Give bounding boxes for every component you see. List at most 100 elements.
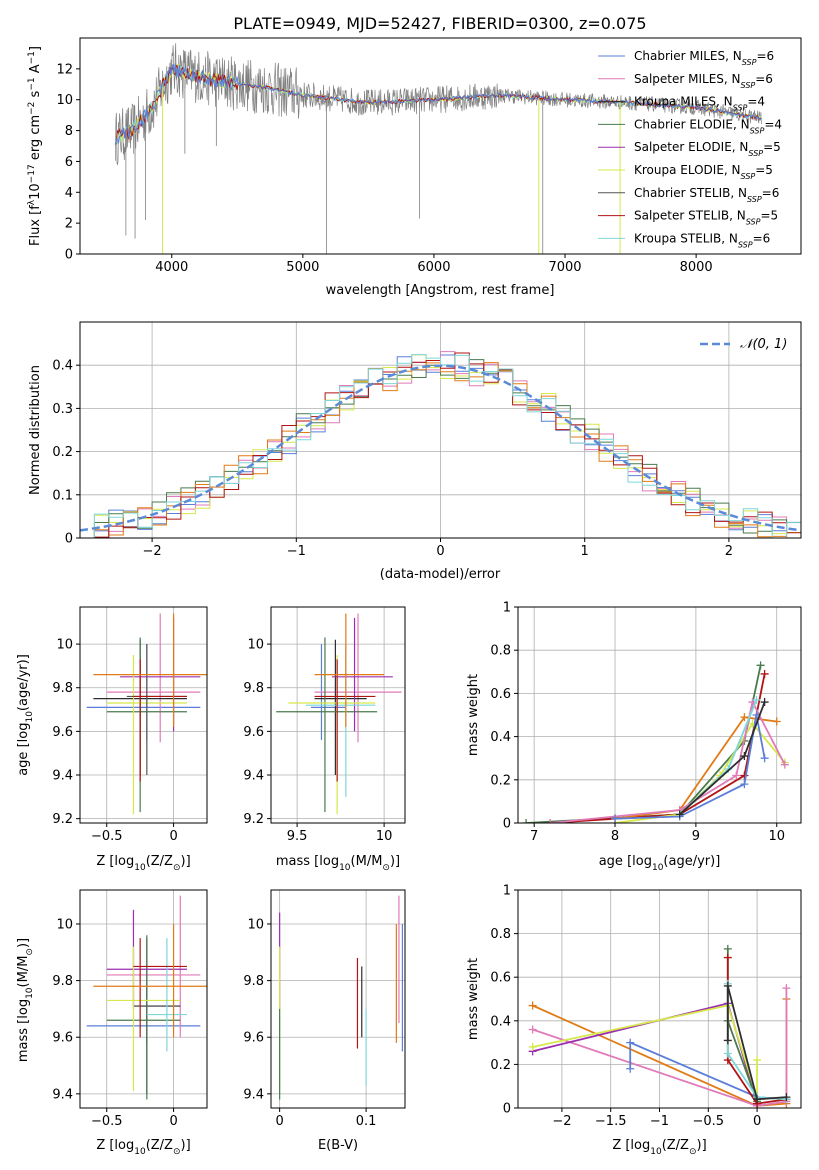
label-part: (M/M	[16, 956, 31, 988]
weight-marker	[626, 1038, 635, 1047]
label-part: Z [log	[96, 1138, 134, 1153]
weight-marker	[740, 771, 749, 780]
y-axis-label: Flux [fλ10−17 erg cm−2 s−1 A−1]	[27, 46, 43, 246]
label-part: s	[28, 90, 43, 101]
y-tick-label: 0	[65, 248, 73, 263]
x-tick-label: −0.5	[91, 1114, 123, 1129]
weight-line	[726, 985, 787, 1101]
label-part: 10	[652, 863, 664, 873]
weight-marker	[675, 810, 684, 819]
x-tick-label: 7	[530, 829, 538, 844]
label-part: erg cm	[28, 115, 43, 164]
y-axis-label: mass [log10(M/M⊙)]	[16, 938, 35, 1062]
y-tick-label: 0.4	[490, 1014, 511, 1029]
y-tick-label: 9.4	[243, 769, 264, 784]
weight-line	[532, 988, 788, 1107]
weight-marker	[723, 944, 732, 953]
y-axis-label: Normed distribution	[28, 365, 43, 495]
legend-sub: SSP	[746, 217, 761, 226]
legend-entry: Chabrier MILES, NSSP=6	[634, 49, 774, 67]
axes-frame	[79, 606, 208, 824]
y-axis-label: age [log10(age/yr)]	[16, 654, 35, 776]
label-part: Z [log	[96, 854, 134, 869]
x-tick-label: 8	[611, 829, 619, 844]
weight-marker	[732, 771, 741, 780]
weight-vs-metallicity-panel: −2 −1.5 −1 −0.5 0 0 0.2 0.4 0.6 0.8 1 Z [log10(Z/Z⊙…	[466, 884, 802, 1157]
x-tick-label: 6000	[417, 260, 450, 275]
label-part: 10	[339, 863, 351, 873]
legend-text: =5	[763, 140, 781, 154]
weight-line	[550, 673, 766, 823]
x-tick-label: 2	[725, 544, 733, 559]
label-part: Z [log	[612, 1138, 650, 1153]
x-tick-label: −1.5	[595, 1114, 627, 1129]
weight-marker	[782, 1093, 791, 1102]
x-tick-label: 10	[376, 829, 393, 844]
legend-entry: Chabrier ELODIE, NSSP=4	[634, 117, 782, 135]
label-part: )]	[390, 854, 400, 869]
x-tick-label: 0.1	[356, 1114, 377, 1129]
x-axis-label: age [log10(age/yr)]	[599, 854, 721, 873]
legend-entry: Kroupa STELIB, NSSP=6	[634, 231, 770, 249]
legend-text: Chabrier ELODIE, N	[634, 117, 750, 131]
y-tick-label: 0	[503, 1102, 511, 1117]
x-tick-label: 7000	[548, 260, 581, 275]
y-tick-label: 0.8	[490, 927, 511, 942]
legend-entry: Kroupa MILES, NSSP=4	[634, 95, 765, 113]
axes-frame	[270, 889, 406, 1109]
y-axis-label: mass weight	[466, 958, 481, 1040]
axes-frame	[517, 606, 802, 824]
weight-marker	[760, 698, 769, 707]
axes-frame	[79, 321, 802, 539]
weight-marker	[522, 819, 531, 823]
plot-area	[114, 43, 762, 254]
x-tick-label: 0	[169, 1114, 177, 1129]
legend-entry: Salpeter ELODIE, NSSP=5	[634, 140, 781, 158]
legend-text: =5	[755, 163, 773, 177]
x-axis-label: wavelength [Angstrom, rest frame]	[326, 283, 555, 298]
legend-entry: Salpeter STELIB, NSSP=5	[634, 209, 778, 227]
weight-marker	[772, 717, 781, 726]
y-tick-label: 9.8	[52, 974, 73, 989]
legend-text: Salpeter MILES, N	[634, 72, 741, 86]
x-axis-label: Z [log10(Z/Z⊙)]	[96, 854, 190, 873]
y-tick-label: 9.8	[52, 681, 73, 696]
weight-marker	[723, 1049, 732, 1058]
plot-area	[522, 661, 789, 823]
x-tick-label: −2	[143, 544, 162, 559]
legend-text: =5	[760, 209, 778, 223]
label-part: ⊙	[382, 863, 390, 873]
label-part: )]	[181, 854, 191, 869]
axes-frame	[270, 606, 406, 824]
legend-entry: Salpeter MILES, NSSP=6	[634, 72, 773, 90]
y-tick-label: 0.2	[490, 1058, 511, 1073]
y-tick-label: 9.4	[52, 1087, 73, 1102]
x-tick-label: 10	[768, 829, 785, 844]
mass-vs-ebv-panel: 0 0.1 9.4 9.6 9.8 10 E(B-V)	[243, 889, 406, 1153]
weight-marker	[528, 1042, 537, 1051]
x-tick-label: −2	[552, 1114, 571, 1129]
weight-marker	[740, 780, 749, 789]
label-part: )]	[181, 1138, 191, 1153]
x-tick-label: 0	[169, 829, 177, 844]
x-tick-label: 0	[753, 1114, 761, 1129]
plot-area	[279, 895, 404, 1100]
x-tick-label: −0.5	[693, 1114, 725, 1129]
label-part: mass [log	[276, 854, 339, 869]
legend-text: =6	[762, 186, 780, 200]
weight-marker	[760, 669, 769, 678]
label-part: ]	[28, 46, 43, 51]
weight-marker	[740, 752, 749, 761]
label-part: )]	[697, 1138, 707, 1153]
label-part: −1	[27, 51, 37, 64]
x-tick-label: 8000	[680, 260, 713, 275]
residual-histogram	[80, 354, 801, 538]
weight-line	[726, 948, 758, 1102]
legend-sub: SSP	[747, 194, 762, 203]
legend-text: Salpeter ELODIE, N	[634, 140, 748, 154]
legend-text: =6	[755, 72, 773, 86]
